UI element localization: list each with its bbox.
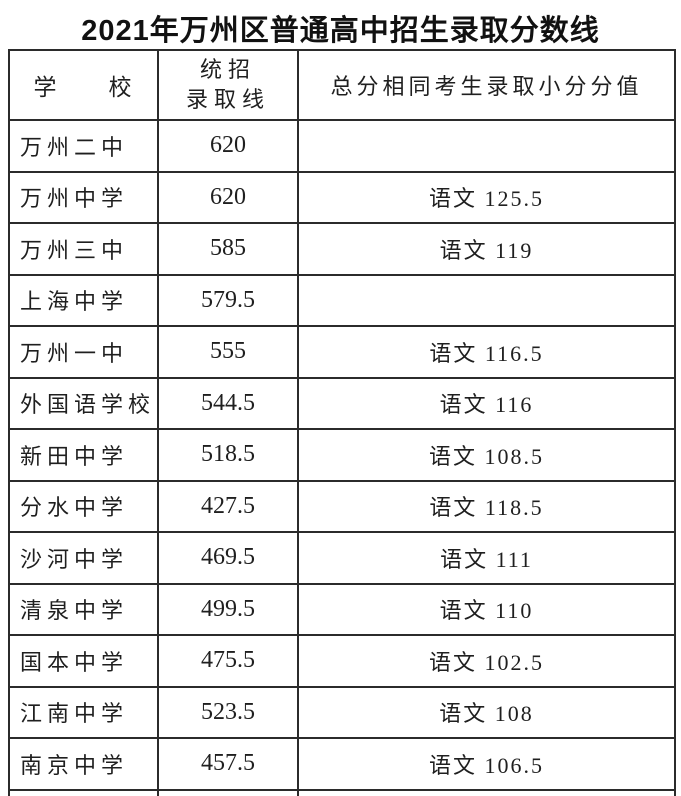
header-row: 学 校 统招 录取线 总分相同考生录取小分分值 [8,49,676,121]
score-cell: 620 [157,119,299,173]
note-cell: 语文 125.5 [297,170,676,224]
school-cell: 万州三中 [8,222,159,276]
score-cell: 499.5 [157,582,299,636]
table-row: 外国语学校 544.5 语文 116 [8,376,676,430]
school-cell: 江南中学 [8,685,159,739]
note-cell: 语文 116 [297,376,676,430]
score-cell: 518.5 [157,428,299,482]
note-cell: 语文 110 [297,582,676,636]
table-row: 新田中学 518.5 语文 108.5 [8,428,676,482]
table-body: 万州二中 620 万州中学 620 语文 125.5 万州三中 585 语文 1… [8,119,676,796]
score-cell: 427.5 [157,479,299,533]
school-cell: 上海中学 [8,273,159,327]
note-cell: 语文 116.5 [297,325,676,379]
score-cell: 457.5 [157,737,299,791]
school-cell: 沙河中学 [8,531,159,585]
table-row: 万州二中 620 [8,119,676,173]
school-cell: 国本中学 [8,634,159,688]
score-cell: 555 [157,325,299,379]
note-cell: 语文 119 [297,222,676,276]
school-cell [8,788,159,796]
table-row: 沙河中学 469.5 语文 111 [8,531,676,585]
note-cell [297,788,676,796]
note-cell: 语文 106.5 [297,737,676,791]
table-row: 分水中学 427.5 语文 118.5 [8,479,676,533]
school-cell: 外国语学校 [8,376,159,430]
header-tiebreak-note: 总分相同考生录取小分分值 [297,49,676,121]
header-score-line: 统招 录取线 [157,49,299,121]
page-title: 2021年万州区普通高中招生录取分数线 [81,15,600,47]
score-cell: 469.5 [157,531,299,585]
header-score-line-2: 录取线 [185,87,270,112]
school-cell: 万州一中 [8,325,159,379]
score-table: 学 校 统招 录取线 总分相同考生录取小分分值 万州二中 620 万州中学 62… [8,49,676,796]
table-row: 清泉中学 499.5 语文 110 [8,582,676,636]
table-row: 南京中学 457.5 语文 106.5 [8,737,676,791]
score-cell: 523.5 [157,685,299,739]
table-row: 万州中学 620 语文 125.5 [8,170,676,224]
table-row: 万州一中 555 语文 116.5 [8,325,676,379]
table-row: 上海中学 579.5 [8,273,676,327]
score-cell: 585 [157,222,299,276]
score-cell: 475.5 [157,634,299,688]
table-header: 学 校 统招 录取线 总分相同考生录取小分分值 [8,49,676,121]
note-cell: 语文 118.5 [297,479,676,533]
note-cell: 语文 102.5 [297,634,676,688]
school-cell: 分水中学 [8,479,159,533]
header-school: 学 校 [8,49,159,121]
score-cell [157,788,299,796]
note-cell [297,119,676,173]
partial-row [8,788,676,796]
school-cell: 新田中学 [8,428,159,482]
note-cell [297,273,676,327]
school-cell: 南京中学 [8,737,159,791]
table-row: 江南中学 523.5 语文 108 [8,685,676,739]
score-cell: 544.5 [157,376,299,430]
note-cell: 语文 111 [297,531,676,585]
note-cell: 语文 108 [297,685,676,739]
score-cell: 579.5 [157,273,299,327]
table-row: 国本中学 475.5 语文 102.5 [8,634,676,688]
school-cell: 万州二中 [8,119,159,173]
table-row: 万州三中 585 语文 119 [8,222,676,276]
school-cell: 清泉中学 [8,582,159,636]
note-cell: 语文 108.5 [297,428,676,482]
header-score-line-1: 统招 [199,57,256,82]
school-cell: 万州中学 [8,170,159,224]
score-cell: 620 [157,170,299,224]
